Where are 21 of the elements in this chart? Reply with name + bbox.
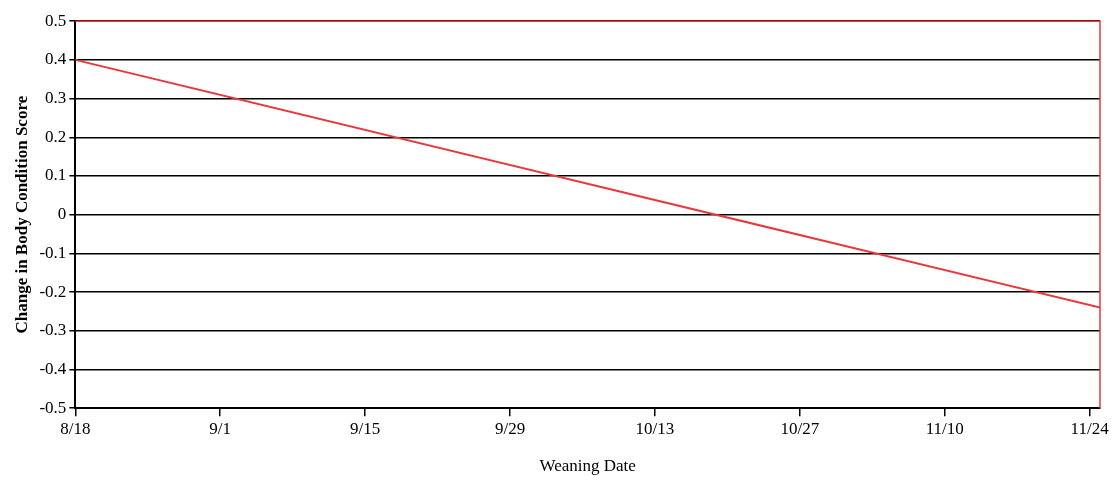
x-tick-label: 10/13 (635, 418, 675, 438)
y-tick-label: -0.4 (39, 358, 67, 378)
y-tick-label: -0.5 (39, 397, 67, 417)
x-tick-label: 9/29 (494, 418, 526, 438)
y-tick-label: -0.3 (39, 320, 67, 340)
x-axis-title: Weaning Date (539, 456, 636, 476)
y-tick-label: -0.2 (39, 281, 67, 301)
y-tick-label: 0.4 (45, 49, 67, 69)
x-tick-label: 8/18 (60, 418, 91, 438)
y-tick-label: 0.3 (45, 88, 67, 108)
x-tick-label: 10/27 (780, 418, 820, 438)
y-tick-label: 0 (57, 204, 67, 224)
y-tick-label: 0.2 (45, 126, 67, 146)
y-tick-label: 0.1 (45, 165, 67, 185)
x-tick-label: 11/10 (925, 418, 964, 438)
y-tick-label: 0.5 (45, 10, 67, 30)
x-tick-label: 11/24 (1070, 418, 1110, 438)
y-axis-title: Change in Body Condition Score (11, 95, 31, 334)
x-tick-label: 9/1 (209, 418, 232, 438)
y-tick-label: -0.1 (39, 242, 67, 262)
x-tick-label: 9/15 (350, 418, 381, 438)
